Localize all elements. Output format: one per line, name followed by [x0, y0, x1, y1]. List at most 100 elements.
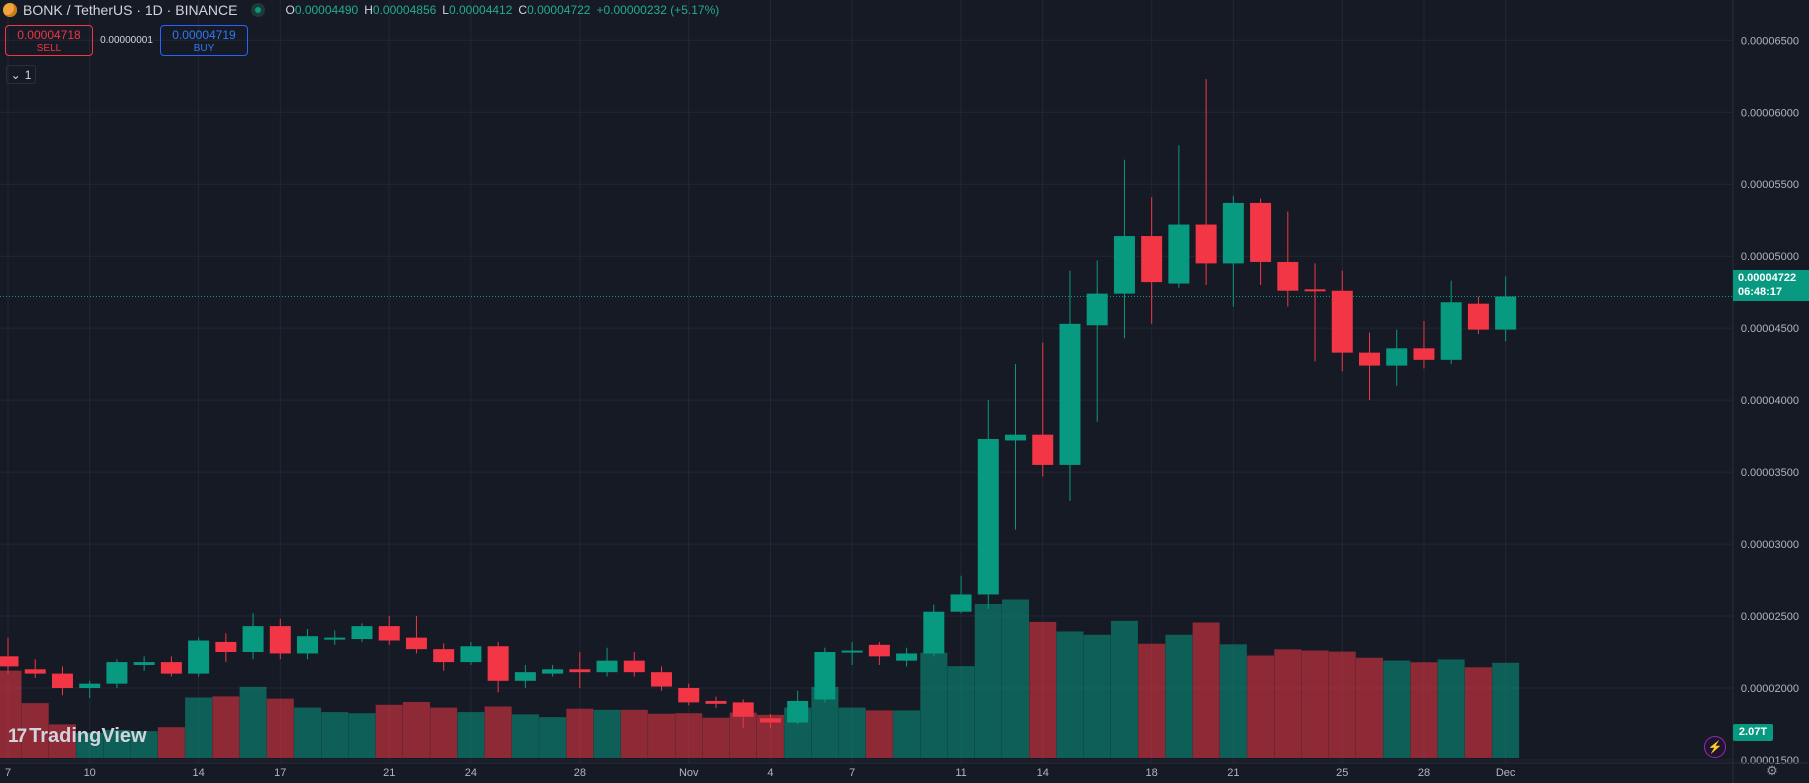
last-price: 0.00004722	[1738, 272, 1797, 284]
trade-panel: 0.00004718 SELL 0.00000001 0.00004719 BU…	[5, 25, 248, 56]
candle-body	[297, 636, 319, 654]
last-price-tag: 0.00004722 06:48:17	[1733, 270, 1809, 301]
time-axis-label: Nov	[679, 767, 699, 779]
volume-bar	[1437, 659, 1465, 758]
buy-button[interactable]: 0.00004719 BUY	[160, 25, 248, 56]
volume-bar	[865, 710, 893, 758]
open-value: 0.00004490	[294, 3, 359, 17]
candle-body	[133, 662, 155, 665]
candle-body	[1359, 352, 1380, 366]
candle-body	[188, 640, 210, 674]
candle-body	[841, 650, 863, 653]
candle-body	[732, 702, 754, 717]
price-axis-label: 0.00006500	[1741, 35, 1799, 47]
candle-body	[569, 669, 591, 673]
volume-bar	[1029, 621, 1057, 758]
candle-body	[1086, 293, 1108, 326]
candle-body	[433, 649, 455, 663]
price-axis-label: 0.00005000	[1741, 251, 1799, 263]
lightning-icon[interactable]: ⚡	[1704, 736, 1726, 758]
candle-body	[623, 660, 645, 673]
candle-body	[596, 660, 618, 673]
symbol-title[interactable]: BONK / TetherUS · 1D · BINANCE	[23, 2, 238, 18]
time-axis-label: 4	[767, 767, 773, 779]
volume-bar	[1219, 644, 1247, 758]
time-axis-label: 14	[192, 767, 204, 779]
volume-bar	[0, 670, 22, 758]
close-label: C	[518, 3, 528, 17]
volume-bar	[103, 730, 131, 758]
candle-body	[1304, 289, 1326, 292]
indicators-toggle-button[interactable]: ⌄ 1	[6, 65, 36, 84]
time-axis-label: 10	[84, 767, 96, 779]
time-axis-label: 21	[1227, 767, 1239, 779]
time-axis-label: 28	[1418, 767, 1430, 779]
volume-bar	[1056, 631, 1084, 758]
time-axis-label: 7	[849, 767, 855, 779]
candle-body	[242, 626, 264, 653]
sell-button[interactable]: 0.00004718 SELL	[5, 25, 93, 56]
volume-bar	[430, 707, 458, 758]
candle-body	[324, 637, 346, 640]
candle-body	[215, 641, 237, 653]
chevron-down-icon: ⌄	[10, 67, 21, 82]
time-axis-label: 18	[1146, 767, 1158, 779]
volume-bar	[348, 713, 376, 758]
volume-bar	[511, 714, 539, 758]
volume-bar	[1301, 650, 1329, 758]
volume-bar	[1356, 657, 1383, 758]
volume-bar	[157, 727, 185, 758]
volume-bar	[1247, 655, 1275, 758]
live-status-icon	[251, 3, 266, 17]
logo-text: TradingView	[29, 725, 147, 747]
candle-body	[705, 700, 727, 704]
candle-body	[79, 683, 101, 689]
candle-body	[106, 662, 128, 684]
spread-value: 0.00000001	[100, 35, 153, 46]
candle-body	[24, 669, 46, 674]
price-axis-label: 0.00002000	[1741, 683, 1799, 695]
time-axis-label: 14	[1037, 767, 1049, 779]
volume-bar	[1138, 643, 1166, 758]
gear-icon[interactable]: ⚙	[1766, 763, 1778, 778]
volume-bar	[484, 706, 512, 758]
high-value: 0.00004856	[372, 3, 437, 17]
volume-bar	[76, 732, 104, 758]
candle-body	[923, 611, 945, 654]
candle-body	[1195, 224, 1217, 264]
candle-body	[1440, 302, 1462, 360]
candle-body	[460, 646, 482, 663]
volume-bar	[1464, 667, 1492, 758]
time-axis-label: 25	[1336, 767, 1348, 779]
volume-bar	[1410, 662, 1438, 758]
candle-body	[896, 653, 918, 661]
price-axis-label: 0.00006000	[1741, 107, 1799, 119]
volume-bar	[593, 709, 621, 758]
volume-bar	[1165, 634, 1193, 758]
volume-bar	[402, 702, 430, 758]
candle-body	[787, 700, 809, 723]
volume-bar	[838, 707, 866, 758]
volume-bar	[1192, 622, 1220, 758]
candle-body	[1331, 290, 1353, 353]
volume-bar	[920, 652, 948, 758]
volume-bar	[321, 712, 349, 758]
candle-body	[814, 652, 836, 700]
volume-bar	[947, 666, 975, 758]
volume-bar	[1383, 660, 1411, 758]
volume-tag: 2.07T	[1733, 724, 1773, 741]
candle-body	[1495, 296, 1517, 330]
candle-body	[1386, 348, 1408, 366]
candle-body	[269, 626, 291, 654]
candle-body	[1168, 224, 1190, 284]
indicators-count: 1	[24, 67, 32, 82]
tradingview-logo[interactable]: 17 TradingView	[8, 725, 147, 748]
bar-countdown: 06:48:17	[1738, 286, 1783, 298]
price-axis-label: 0.00002500	[1741, 611, 1799, 623]
candle-body	[651, 672, 673, 687]
candle-body	[160, 662, 182, 674]
volume-bar	[239, 686, 267, 758]
sell-price: 0.00004718	[17, 28, 81, 42]
volume-bar	[675, 713, 703, 758]
